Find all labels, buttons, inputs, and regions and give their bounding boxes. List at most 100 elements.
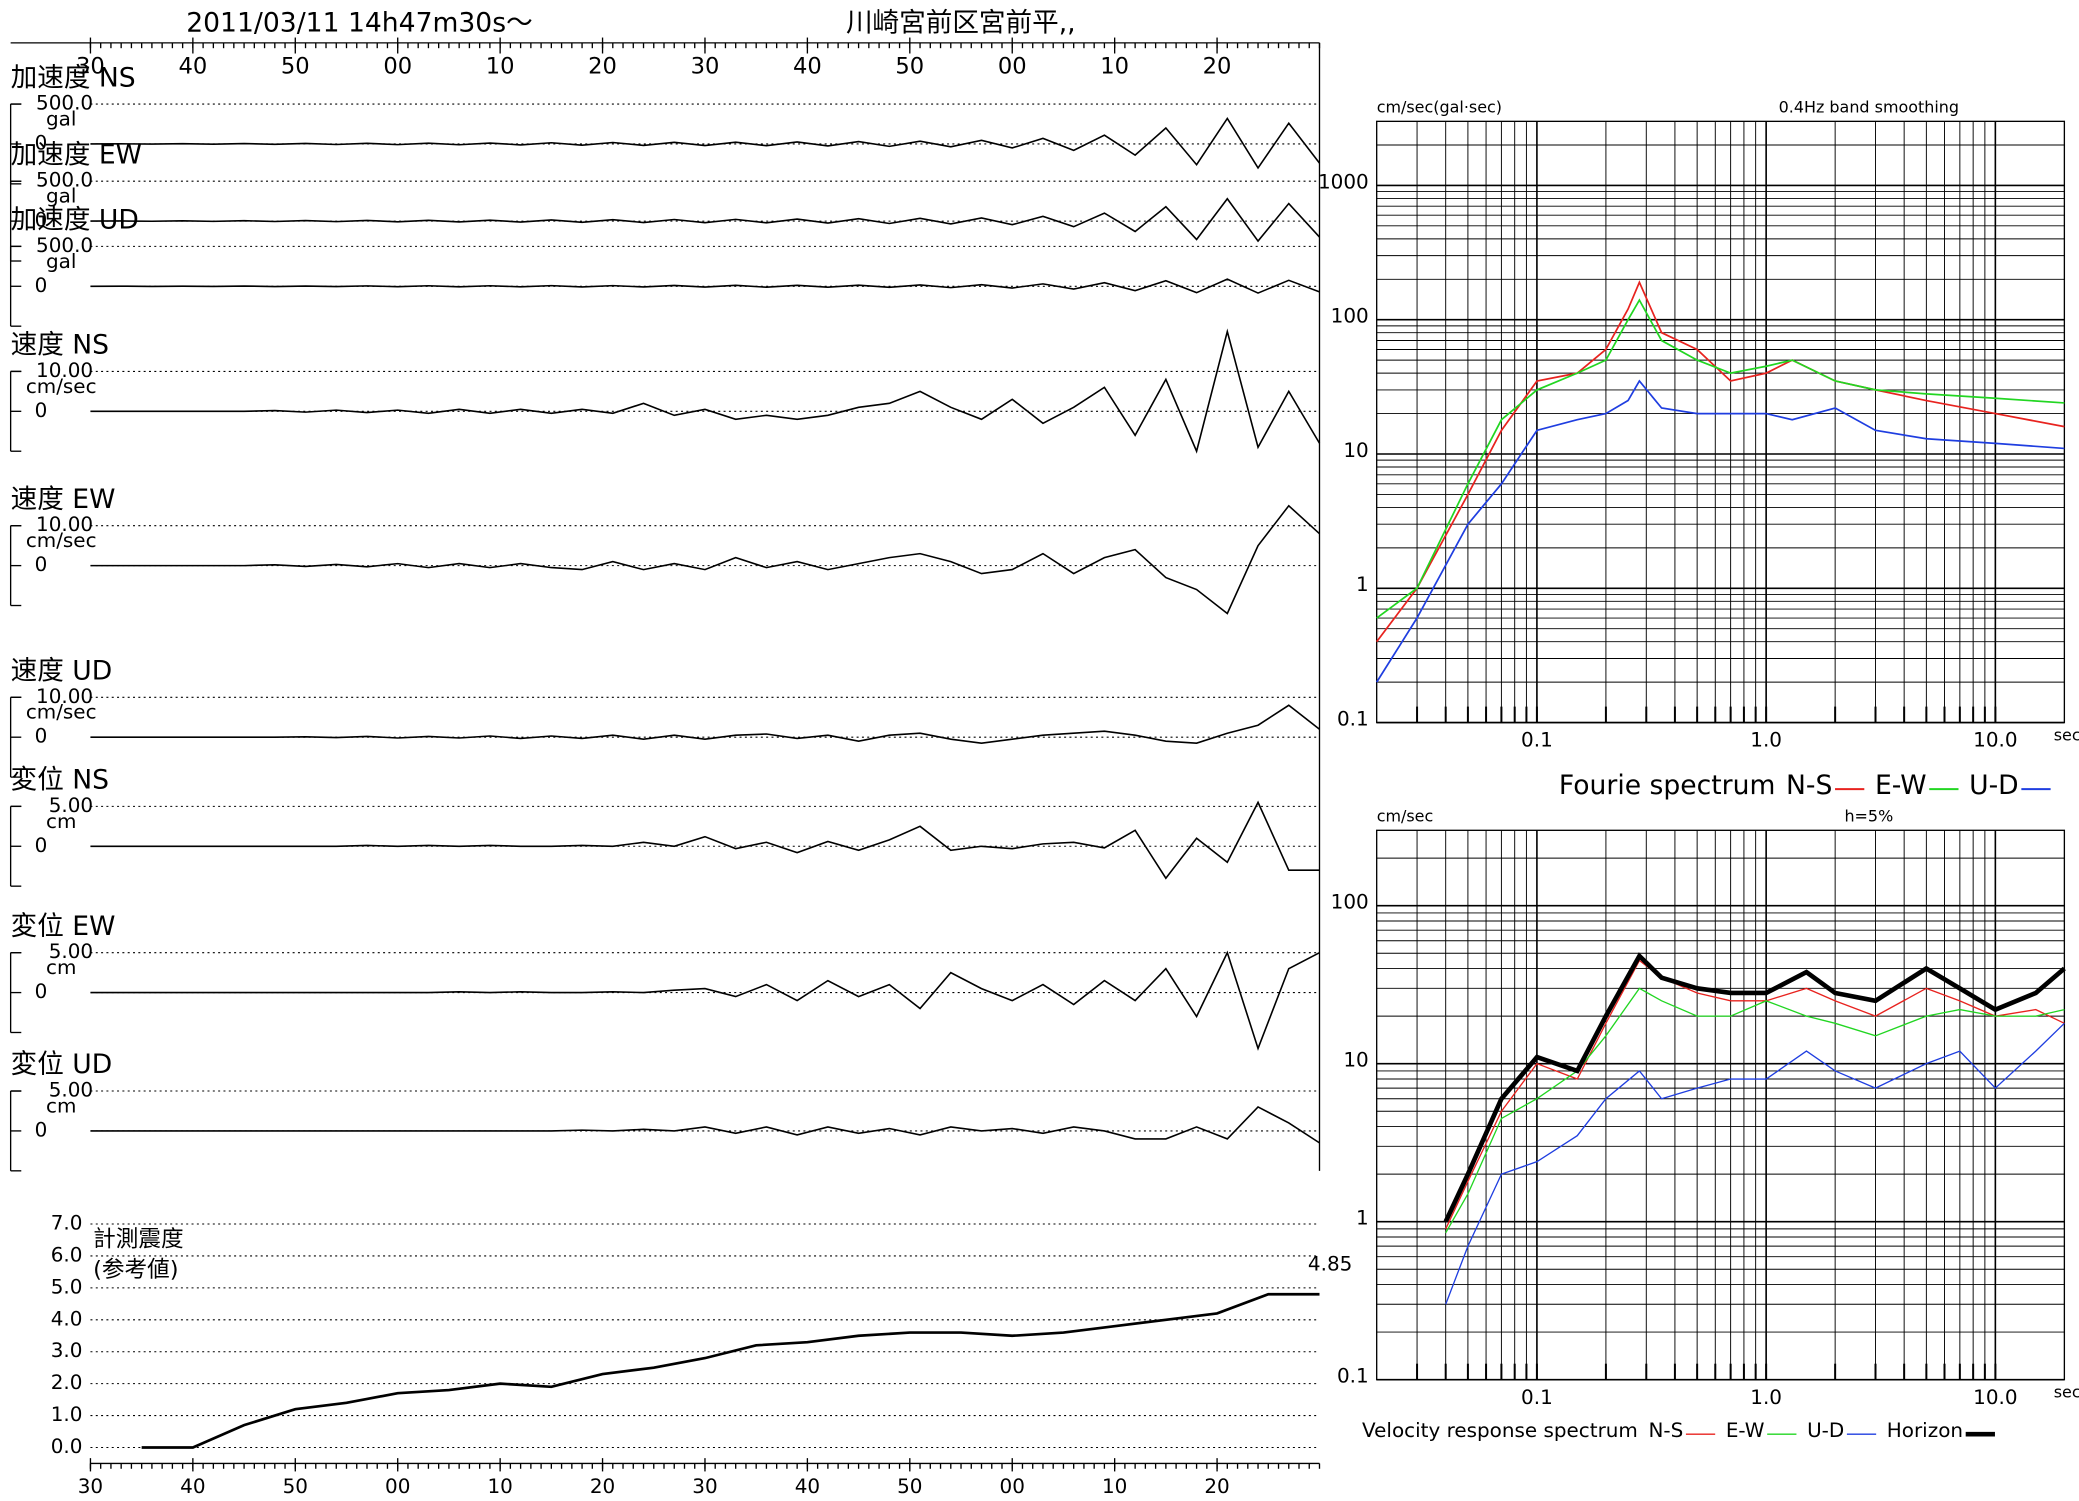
panel-title: 速度 EW xyxy=(11,484,116,515)
spectrum-line xyxy=(1375,379,2065,683)
spectrum-line xyxy=(1445,987,2065,1234)
y-tick-label: 5.0 xyxy=(51,1274,83,1298)
x-tick-label: 00 xyxy=(998,53,1027,79)
panel-title: 加速度 UD xyxy=(11,205,139,236)
chart-title: 計測震度 xyxy=(93,1226,183,1252)
y-tick-label: 500.0 xyxy=(36,168,93,192)
waveform-trace xyxy=(90,704,1320,744)
x-tick-label: 20 xyxy=(588,53,617,79)
legend-label: E-W xyxy=(1726,1418,1765,1442)
x-tick-label: 40 xyxy=(795,1474,820,1498)
x-tick-label: 1.0 xyxy=(1750,1385,1782,1409)
panel-title: 変位 EW xyxy=(11,911,116,942)
x-tick-label: 10 xyxy=(1102,1474,1127,1498)
y-tick-label: 0 xyxy=(35,552,48,576)
panel-title: 変位 NS xyxy=(11,765,109,796)
plot-note: 0.4Hz band smoothing xyxy=(1779,98,1959,117)
x-tick-label: 20 xyxy=(1203,53,1232,79)
legend-title: Fourie spectrum xyxy=(1559,770,1775,801)
station-name: 川崎宮前区宮前平,, xyxy=(846,8,1076,39)
waveform-trace xyxy=(90,504,1321,615)
waveform-trace xyxy=(90,1105,1320,1144)
y-tick-label: 0.1 xyxy=(1337,706,1369,730)
y-tick-label: 0 xyxy=(35,979,48,1003)
panel-unit: gal xyxy=(46,249,76,273)
x-tick-label: 30 xyxy=(78,1474,103,1498)
x-tick-label: 00 xyxy=(385,1474,410,1498)
waveform-trace xyxy=(90,800,1320,880)
waveform-trace xyxy=(90,328,1321,454)
panel-unit: cm/sec xyxy=(26,700,97,724)
panel-title: 速度 NS xyxy=(11,330,109,361)
panel-unit: gal xyxy=(46,107,76,131)
x-tick-label: 30 xyxy=(692,1474,717,1498)
y-tick-label: 0.1 xyxy=(1337,1363,1369,1387)
panel-title: 加速度 NS xyxy=(11,62,136,93)
y-tick-label: 7.0 xyxy=(51,1211,83,1235)
panel-unit: cm/sec xyxy=(26,528,97,552)
x-tick-label: 00 xyxy=(383,53,412,79)
legend-label: U-D xyxy=(1807,1418,1844,1442)
x-tick-label: 1.0 xyxy=(1750,728,1782,752)
panel-unit: cm xyxy=(46,809,76,833)
record-datetime: 2011/03/11 14h47m30s〜 xyxy=(186,8,532,39)
panel-unit: cm xyxy=(46,955,76,979)
panel-unit: cm/sec xyxy=(26,374,97,398)
y-tick-label: 10 xyxy=(1343,438,1368,462)
y-tick-label: 10.00 xyxy=(36,358,93,382)
x-tick-label: 20 xyxy=(590,1474,615,1498)
x-tick-label: 50 xyxy=(283,1474,308,1498)
y-tick-label: 4.0 xyxy=(51,1306,83,1330)
y-tick-label: 100 xyxy=(1331,304,1369,328)
spectrum-line xyxy=(1445,959,2065,1230)
y-tick-label: 1 xyxy=(1356,1206,1369,1230)
x-tick-label: 10 xyxy=(487,1474,512,1498)
y-tick-label: 0 xyxy=(35,724,48,748)
x-tick-label: 10.0 xyxy=(1973,728,2017,752)
x-tick-label: 10.0 xyxy=(1973,1385,2017,1409)
legend-label: Horizon xyxy=(1887,1418,1963,1442)
panel-unit: cm xyxy=(46,1093,76,1117)
x-tick-label: 50 xyxy=(895,53,924,79)
spectrum-line xyxy=(1443,952,2066,1223)
annotation: 4.85 xyxy=(1308,1251,1352,1275)
x-tick-label: 30 xyxy=(691,53,720,79)
waveform-trace xyxy=(90,197,1321,243)
x-tick-label: 40 xyxy=(793,53,822,79)
legend-label: N-S xyxy=(1786,770,1832,801)
y-tick-label: 500.0 xyxy=(36,91,93,115)
x-tick-label: 0.1 xyxy=(1521,728,1553,752)
x-tick-label: 30 xyxy=(76,53,105,79)
y-tick-label: 5.00 xyxy=(49,793,93,817)
plot-frame xyxy=(1376,120,2066,724)
legend-label: U-D xyxy=(1969,770,2019,801)
x-tick-label: 00 xyxy=(1000,1474,1025,1498)
legend-title: Velocity response spectrum xyxy=(1362,1418,1638,1442)
panel-unit: gal xyxy=(46,184,76,208)
waveform-trace xyxy=(90,278,1320,294)
y-tick-label: 100 xyxy=(1331,890,1369,914)
y-tick-label: 5.00 xyxy=(49,939,93,963)
y-tick-label: 1000 xyxy=(1318,169,1369,193)
y-tick-label: 5.00 xyxy=(49,1078,93,1102)
x-tick-label: 40 xyxy=(180,1474,205,1498)
y-tick-label: 10.00 xyxy=(36,512,93,536)
x-tick-label: 40 xyxy=(178,53,207,79)
x-tick-label: 50 xyxy=(281,53,310,79)
intensity-line xyxy=(141,1292,1320,1449)
y-tick-label: 0 xyxy=(35,130,48,154)
y-tick-label: 1.0 xyxy=(51,1402,83,1426)
y-axis-label: cm/sec xyxy=(1377,807,1434,826)
x-tick-label: 10 xyxy=(1100,53,1129,79)
x-tick-label: 50 xyxy=(897,1474,922,1498)
y-tick-label: 0 xyxy=(35,208,48,232)
y-tick-label: 0 xyxy=(35,398,48,422)
legend-label: E-W xyxy=(1875,770,1927,801)
x-tick-label: 0.1 xyxy=(1521,1385,1553,1409)
waveform-trace xyxy=(90,116,1321,170)
y-tick-label: 0 xyxy=(35,833,48,857)
y-tick-label: 0 xyxy=(35,273,48,297)
y-axis-label: cm/sec(gal·sec) xyxy=(1377,98,1502,117)
waveform-trace xyxy=(90,950,1320,1051)
